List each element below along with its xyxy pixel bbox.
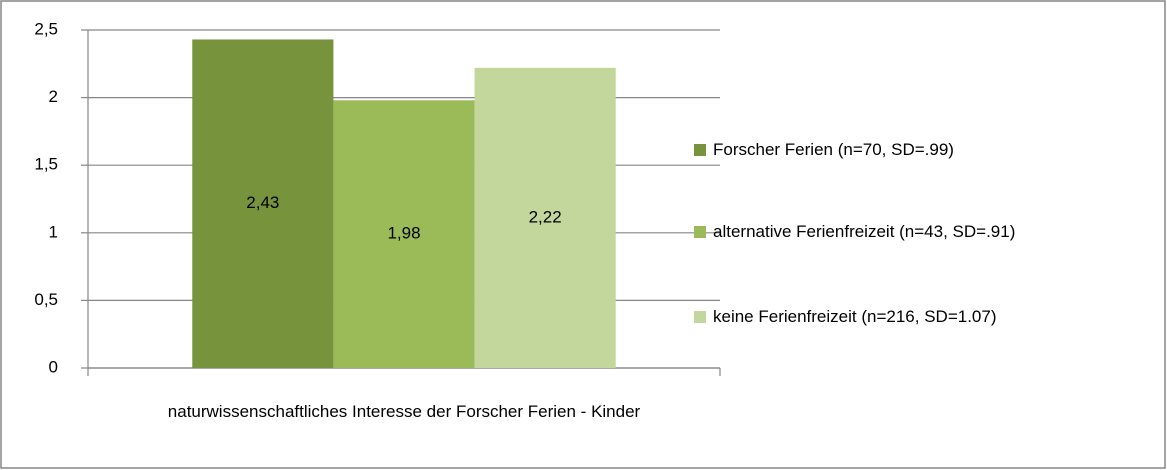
legend-label: alternative Ferienfreizeit (n=43, SD=.91…	[713, 222, 1016, 241]
y-tick-label: 2	[49, 87, 58, 106]
legend-label: keine Ferienfreizeit (n=216, SD=1.07)	[713, 307, 997, 326]
bar	[333, 100, 475, 368]
y-tick-label: 0	[49, 357, 58, 376]
data-label: 1,98	[387, 224, 420, 243]
y-tick-label: 1	[49, 222, 58, 241]
data-label: 2,22	[529, 207, 562, 226]
y-tick-label: 2,5	[34, 19, 58, 38]
y-tick-label: 0,5	[34, 290, 58, 309]
data-label: 2,43	[246, 193, 279, 212]
legend-swatch	[694, 144, 706, 156]
legend-label: Forscher Ferien (n=70, SD=.99)	[713, 140, 954, 159]
legend-swatch	[694, 226, 706, 238]
y-tick-label: 1,5	[34, 155, 58, 174]
bar	[192, 39, 334, 369]
x-tick-label: naturwissenschaftliches Interesse der Fo…	[167, 402, 641, 421]
bar	[474, 67, 616, 368]
legend-swatch	[694, 311, 706, 323]
